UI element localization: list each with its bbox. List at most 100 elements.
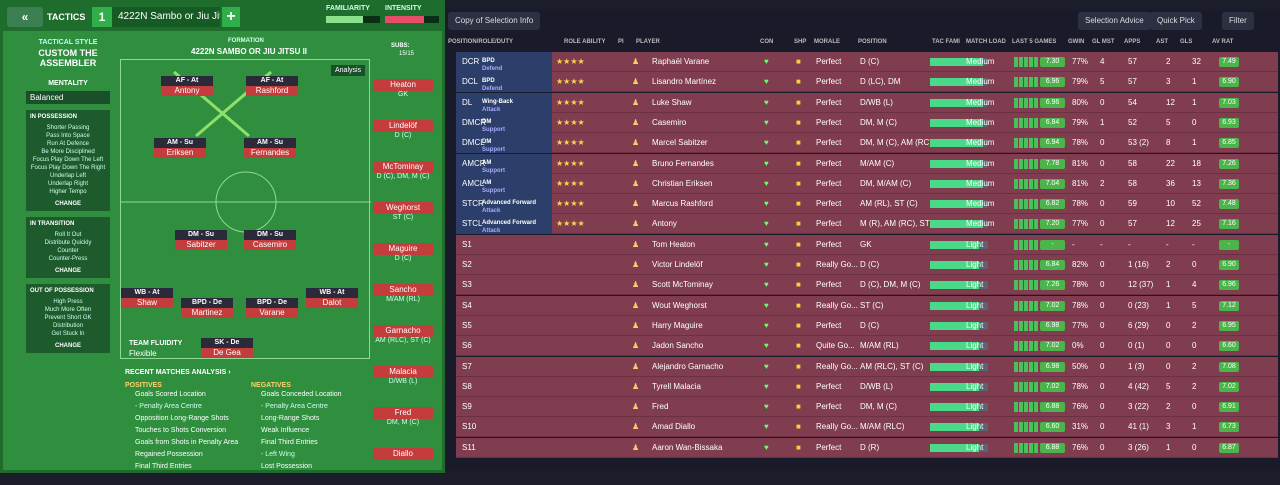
role-cell[interactable] [456,214,552,235]
pitch-player-dalot[interactable]: WB - At Dalot [306,288,358,308]
column-header-cell[interactable]: GWIN [1068,39,1085,45]
player-row[interactable]: DMCL DM Support ★★★★ ♟ Marcel Sabitzer ♥ ■ Perfe… [456,133,1278,154]
column-header-cell[interactable]: MORALE [814,39,840,45]
role-cell[interactable] [456,52,552,72]
player-row[interactable]: S8 ♟ Tyrell Malacia ♥ ■ Perfect D/WB (L) Light 7… [456,376,1278,397]
player-row[interactable]: DL Wing-Back Attack ★★★★ ♟ Luke Shaw ♥ ■ Perfect… [456,92,1278,113]
pitch-player-shaw[interactable]: WB - At Shaw [121,288,173,308]
recent-analysis-link[interactable]: RECENT MATCHES ANALYSIS › [125,369,231,376]
player-row[interactable]: S3 ♟ Scott McTominay ♥ ■ Perfect D (C), DM, M … [456,275,1278,296]
in-transition-change-button[interactable]: CHANGE [54,268,81,274]
player-name[interactable]: Victor Lindelöf [652,260,703,269]
player-row[interactable]: S5 ♟ Harry Maguire ♥ ■ Perfect D (C) Light 6.98 7… [456,315,1278,336]
player-name[interactable]: Bruno Fernandes [652,158,714,168]
player-row[interactable]: S11 ♟ Aaron Wan-Bissaka ♥ ■ Perfect D (R) Light… [456,437,1278,458]
role-cell[interactable] [456,112,552,133]
column-header-cell[interactable]: GLS [1180,39,1193,45]
column-header-cell[interactable]: AV RAT [1212,39,1234,45]
column-header-cell[interactable]: PLAYER [636,39,660,45]
player-name[interactable]: Aaron Wan-Bissaka [652,442,723,452]
sub-player-sancho[interactable]: Sancho M/AM (RL) [373,284,433,303]
column-header-cell[interactable]: POSITION/ROLE/DUTY [448,39,514,45]
out-of-possession-change-button[interactable]: CHANGE [54,343,81,349]
player-name[interactable]: Scott McTominay [652,280,713,290]
player-name[interactable]: Lisandro Martínez [652,77,717,87]
column-header-cell[interactable]: ROLE ABILITY [564,39,606,45]
player-row[interactable]: S4 ♟ Wout Weghorst ♥ ■ Really Go... ST (C) Ligh… [456,295,1278,316]
column-header-cell[interactable]: LAST 5 GAMES [1012,39,1057,45]
player-name[interactable]: Jadon Sancho [652,341,704,351]
player-name[interactable]: Raphaël Varane [652,57,710,66]
player-name[interactable]: Tom Heaton [652,239,696,249]
pitch-player-sabitzer[interactable]: DM - Su Sabitzer [175,230,227,250]
player-row[interactable]: S9 ♟ Fred ♥ ■ Perfect DM, M (C) Light 6.88 76% 0 3 … [456,397,1278,418]
player-name[interactable]: Christian Eriksen [652,178,713,188]
sub-player-garnacho[interactable]: Garnacho AM (RLC), ST (C) [373,325,433,344]
player-row[interactable]: S7 ♟ Alejandro Garnacho ♥ ■ Really Go... AM (R… [456,356,1278,377]
pitch-player-eriksen[interactable]: AM - Su Eriksen [154,138,206,158]
role-cell[interactable] [456,194,552,215]
player-name[interactable]: Luke Shaw [652,97,692,107]
column-header-cell[interactable]: POSITION [858,39,887,45]
back-button[interactable]: « [7,7,43,27]
column-header-cell[interactable]: SHP [794,39,807,45]
add-tactic-button[interactable]: + [222,7,240,27]
column-header-cell[interactable]: PI [618,39,624,45]
player-name[interactable]: Harry Maguire [652,320,703,330]
player-row[interactable]: STCL Advanced Forward Attack ★★★★ ♟ Antony ♥ ■ P… [456,214,1278,235]
pitch-player-antony[interactable]: AF - At Antony [161,76,213,96]
formation-name[interactable]: 4222N SAMBO OR JIU JITSU II [191,47,308,56]
player-name[interactable]: Wout Weghorst [652,300,707,310]
player-name[interactable]: Alejandro Garnacho [652,361,724,371]
role-cell[interactable] [456,133,552,154]
role-cell[interactable] [456,92,552,113]
sub-player-weghorst[interactable]: Weghorst ST (C) [373,202,433,221]
player-name[interactable]: Tyrell Malacia [652,381,701,391]
sub-player-lindelöf[interactable]: Lindelöf D (C) [373,120,433,139]
column-header-cell[interactable]: GL MST [1092,39,1115,45]
pitch-player-varane[interactable]: BPD - De Varane [246,298,298,318]
copy-selection-dropdown[interactable]: Copy of Selection Info [448,12,541,30]
player-row[interactable]: STCR Advanced Forward Attack ★★★★ ♟ Marcus Ra… [456,194,1278,215]
player-name[interactable]: Marcus Rashford [652,199,713,209]
player-row[interactable]: S10 ♟ Amad Diallo ♥ ■ Really Go... M/AM (RLC) L… [456,417,1278,438]
pitch-player-martinez[interactable]: BPD - De Martinez [181,298,233,318]
pitch-player-rashford[interactable]: AF - At Rashford [246,76,298,96]
sub-player-diallo[interactable]: Diallo [373,448,433,460]
mentality-select[interactable]: Balanced [26,91,110,104]
role-cell[interactable] [456,173,552,194]
sub-player-maguire[interactable]: Maguire D (C) [373,243,433,262]
column-header-cell[interactable]: MATCH LOAD [966,39,1006,45]
tactic-slot-1[interactable]: 1 [92,7,112,27]
role-cell[interactable] [456,153,552,174]
player-name[interactable]: Antony [652,219,677,229]
pitch-player-fernandes[interactable]: AM - Su Fernandes [244,138,296,158]
pitch-player-casemiro[interactable]: DM - Su Casemiro [244,230,296,250]
player-row[interactable]: S2 ♟ Victor Lindelöf ♥ ■ Really Go... D (C) Lig… [456,255,1278,275]
player-row[interactable]: S6 ♟ Jadon Sancho ♥ ■ Quite Go... M/AM (RL) Lig… [456,336,1278,357]
role-cell[interactable] [456,72,552,93]
column-header-cell[interactable]: TAC FAMI [932,39,960,45]
analysis-button[interactable]: Analysis [331,65,366,76]
player-row[interactable]: AMCL AM Support ★★★★ ♟ Christian Eriksen ♥ ■ Per… [456,173,1278,194]
player-row[interactable]: DCR BPD Defend ★★★★ ♟ Raphaël Varane ♥ ■ Perfect… [456,52,1278,72]
column-header-cell[interactable]: APPS [1124,39,1141,45]
player-name[interactable]: Casemiro [652,117,687,127]
column-header-cell[interactable]: AST [1156,39,1168,45]
in-possession-change-button[interactable]: CHANGE [54,201,81,207]
tactic-name-dropdown[interactable]: 4222N Sambo or Jiu Jitsu II [112,7,220,27]
column-header-cell[interactable]: CON [760,39,774,45]
filter-button[interactable]: Filter [1222,12,1254,30]
sub-player-malacia[interactable]: Malacia D/WB (L) [373,366,433,385]
player-row[interactable]: S1 ♟ Tom Heaton ♥ ■ Perfect GK Light - - - - - - - [456,234,1278,255]
sub-player-fred[interactable]: Fred DM, M (C) [373,407,433,426]
sub-player-mctominay[interactable]: McTominay D (C), DM, M (C) [373,161,433,180]
tactical-style-name[interactable]: CUSTOM THE ASSEMBLER [38,48,98,68]
player-name[interactable]: Amad Diallo [652,422,696,432]
player-row[interactable]: DCL BPD Defend ★★★★ ♟ Lisandro Martínez ♥ ■ Perf… [456,72,1278,93]
player-row[interactable]: DMCR DM Support ★★★★ ♟ Casemiro ♥ ■ Perfect DM, M… [456,112,1278,133]
player-row[interactable]: AMCR AM Support ★★★★ ♟ Bruno Fernandes ♥ ■ Perfe… [456,153,1278,174]
quick-pick-button[interactable]: Quick Pick [1150,12,1202,30]
sub-player-heaton[interactable]: Heaton GK [373,79,433,98]
player-name[interactable]: Marcel Sabitzer [652,138,708,148]
